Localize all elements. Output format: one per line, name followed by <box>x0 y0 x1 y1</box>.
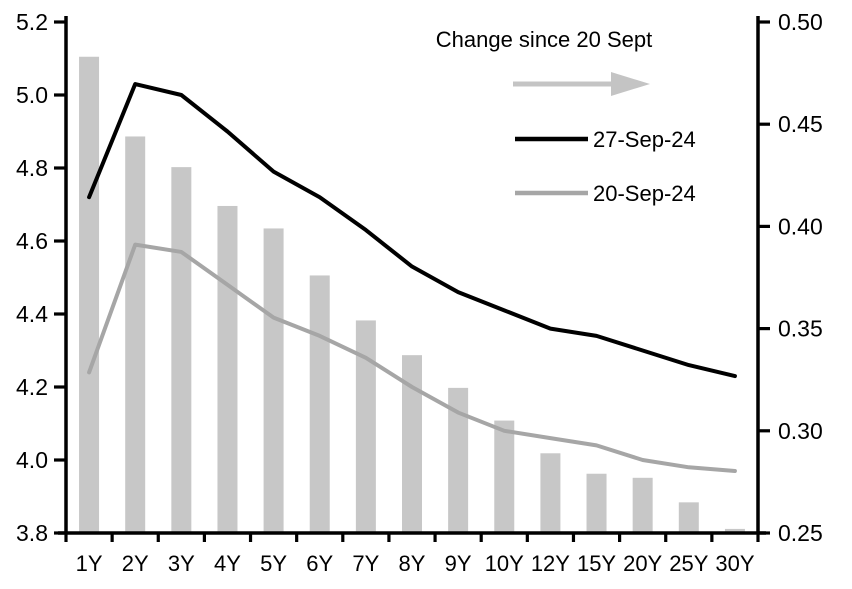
legend-title: Change since 20 Sept <box>436 27 653 52</box>
bars-layer <box>79 56 745 534</box>
x-axis-label-6Y: 6Y <box>306 551 333 576</box>
x-axis-label-12Y: 12Y <box>531 551 570 576</box>
bar-12Y <box>540 453 561 533</box>
right-axis-tick-label: 0.40 <box>778 213 823 239</box>
arrow-head <box>611 72 650 96</box>
bar-25Y <box>678 502 699 533</box>
right-axis-tick-label: 0.25 <box>778 520 823 546</box>
left-axis-tick-label: 4.8 <box>16 155 48 181</box>
change-right-arrow-icon <box>513 72 650 96</box>
lines-layer <box>87 82 737 473</box>
bar-2Y <box>125 136 146 534</box>
left-axis-tick-label: 4.0 <box>16 447 48 473</box>
x-axis-label-1Y: 1Y <box>76 551 103 576</box>
left-axis-tick-label: 5.0 <box>16 82 48 108</box>
left-axis-tick-label: 4.6 <box>16 228 48 254</box>
right-axis-tick-label: 0.45 <box>778 111 823 137</box>
left-axis-tick-label: 5.2 <box>16 9 48 35</box>
left-axis-tick-label: 4.4 <box>16 301 48 327</box>
right-axis-tick-label: 0.35 <box>778 316 823 342</box>
bar-5Y <box>263 228 284 533</box>
bar-4Y <box>217 205 238 533</box>
axes-layer: 5.2 5.0 4.8 4.6 4.4 4.2 4.0 3.8 0.50 0.45 0.40 0.35… <box>16 9 823 576</box>
x-axis-label-7Y: 7Y <box>352 551 379 576</box>
bar-9Y <box>448 387 469 533</box>
bar-1Y <box>79 56 100 534</box>
bar-8Y <box>402 355 422 533</box>
x-axis-label-10Y: 10Y <box>485 551 524 576</box>
bar-10Y <box>494 420 515 533</box>
right-axis-tick-label: 0.30 <box>778 418 823 444</box>
bar-15Y <box>586 473 607 533</box>
right-axis-tick-label: 0.50 <box>778 9 823 35</box>
x-axis-label-30Y: 30Y <box>715 551 754 576</box>
left-axis-tick-label: 4.2 <box>16 374 48 400</box>
bar-7Y <box>355 320 376 533</box>
series-line-27-Sep-24 <box>87 82 737 379</box>
x-axis-label-25Y: 25Y <box>669 551 708 576</box>
left-axis-tick-label: 3.8 <box>16 520 48 546</box>
series-line-20-Sep-24 <box>87 242 737 473</box>
bar-30Y <box>724 528 745 533</box>
x-axis-label-20Y: 20Y <box>623 551 662 576</box>
x-axis-label-3Y: 3Y <box>168 551 195 576</box>
x-axis-label-9Y: 9Y <box>445 551 472 576</box>
legend-label-27sep: 27-Sep-24 <box>593 127 696 152</box>
x-axis-label-2Y: 2Y <box>122 551 149 576</box>
bar-20Y <box>632 477 653 533</box>
x-axis-label-4Y: 4Y <box>214 551 241 576</box>
x-axis-label-5Y: 5Y <box>260 551 287 576</box>
x-axis-label-15Y: 15Y <box>577 551 616 576</box>
bar-6Y <box>309 275 330 533</box>
bar-3Y <box>171 167 192 533</box>
x-axis-label-8Y: 8Y <box>399 551 426 576</box>
legend-label-20sep: 20-Sep-24 <box>593 181 696 206</box>
